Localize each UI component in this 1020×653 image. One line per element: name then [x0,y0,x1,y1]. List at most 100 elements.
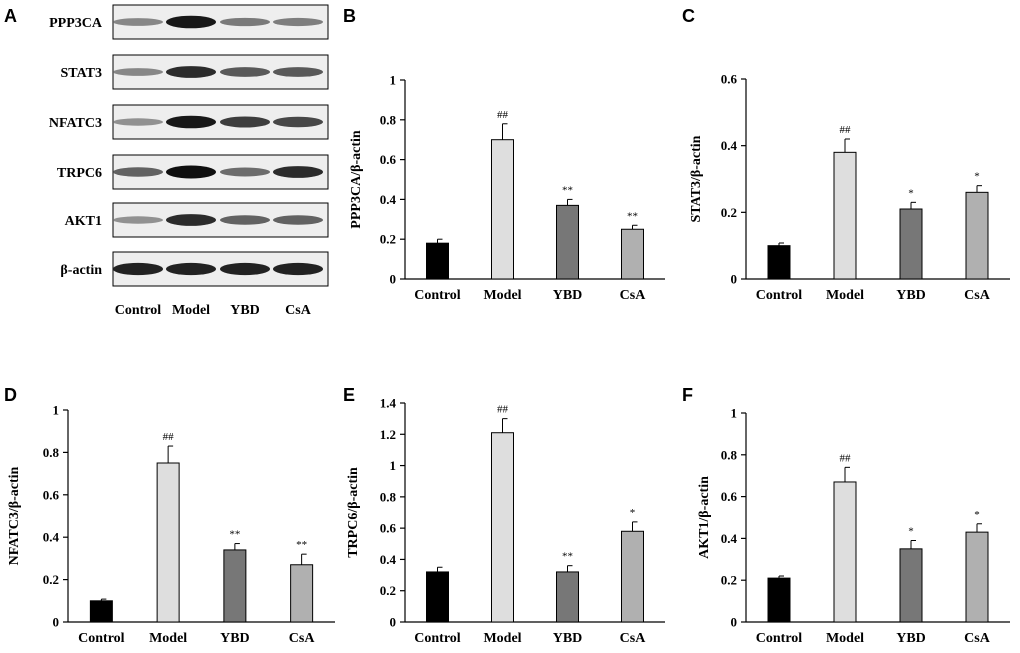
significance-mark: * [974,509,980,521]
lane-label-model: Model [172,303,210,318]
bar-control [89,600,113,623]
panel-letter-e: E [343,385,355,405]
y-axis-label: NFATC3/β-actin [7,466,22,565]
western-blot: PPP3CA STAT3 NFATC3 TRPC6 AKT1 β-actin Control… [49,4,329,318]
panel-letter-f: F [682,385,693,405]
blot-band [166,165,216,179]
panel-letter-a: A [4,6,17,26]
panel-letter-c: C [682,6,695,26]
y-tick-label: 0.4 [380,192,397,207]
bar-control [767,245,791,280]
blot-band [113,118,163,126]
bar-csa [621,530,644,623]
category-label-ybd: YBD [896,288,926,303]
y-axis-label: PPP3CA/β-actin [349,130,364,229]
y-tick-label: 0.2 [380,232,396,247]
y-tick-label: 0.2 [721,573,737,588]
category-label-control: Control [756,288,803,303]
bar-csa [290,564,314,623]
significance-mark: ** [562,184,573,196]
significance-mark: ## [840,452,852,464]
significance-mark: ## [163,431,175,443]
blot-band [166,15,216,29]
y-tick-label: 0 [390,272,397,287]
category-label-ybd: YBD [553,631,583,646]
category-label-model: Model [483,631,521,646]
blot-band [113,68,163,76]
y-axis-label: AKT1/β-actin [697,476,712,559]
category-label-control: Control [414,631,461,646]
blot-band [273,67,323,77]
chart-c: C 0 0.2 0.4 0.6 STAT3/β-actin Control ## Model * Y… [682,6,1010,303]
category-label-ybd: YBD [220,631,250,646]
y-tick-label: 0.8 [380,112,397,127]
bar-control [426,571,449,623]
bar-ybd [899,548,923,623]
chart-b: B 0 0.2 0.4 0.6 0.8 1 PPP3CA/β-actin Control ## Mo… [343,6,665,303]
significance-mark: ## [497,404,509,416]
y-tick-label: 1 [53,403,60,418]
chart-f: F 0 0.2 0.4 0.6 0.8 1 AKT1/β-actin Control ## Mode… [682,385,1010,646]
bar-model [833,481,857,623]
blot-band [166,115,216,129]
y-tick-label: 0.8 [380,489,397,504]
bar-model [491,139,514,280]
blot-band [166,214,216,226]
significance-mark: ** [229,529,240,541]
blot-row-akt1: AKT1 [65,202,329,238]
significance-mark: ** [562,551,573,563]
category-label-ybd: YBD [553,288,583,303]
blot-band [220,17,270,27]
blot-band [273,262,323,276]
lane-label-control: Control [115,303,162,318]
y-tick-label: 0.8 [43,445,60,460]
category-label-model: Model [483,288,521,303]
lane-label-csa: CsA [285,303,312,318]
blot-band [113,216,163,224]
blot-row-label: NFATC3 [49,116,102,131]
significance-mark: ## [497,109,509,121]
blot-band [273,215,323,225]
panel-letter-d: D [4,385,17,405]
blot-band [113,18,163,26]
category-label-csa: CsA [620,288,647,303]
significance-mark: ## [840,124,852,136]
y-axis-label: TRPC6/β-actin [346,467,361,558]
blot-band [166,262,216,276]
category-label-csa: CsA [620,631,647,646]
bar-model [833,151,857,280]
y-tick-label: 0.6 [721,72,738,87]
y-tick-label: 0.6 [380,152,397,167]
y-tick-label: 0.2 [43,572,59,587]
blot-band [273,166,323,178]
bar-control [767,577,791,623]
category-label-control: Control [414,288,461,303]
category-label-model: Model [149,631,187,646]
y-tick-label: 0.6 [43,487,60,502]
y-tick-label: 0.4 [380,552,397,567]
category-label-csa: CsA [964,288,991,303]
category-label-csa: CsA [964,631,991,646]
y-tick-label: 0.6 [380,521,397,536]
blot-band [220,215,270,225]
bar-ybd [899,208,923,280]
chart-e: E 0 0.2 0.4 0.6 0.8 1 1.2 1.4 TRPC6/β-actin Contro… [343,385,665,646]
bar-ybd [556,571,579,623]
bar-model [491,432,514,623]
y-tick-label: 0.4 [721,138,738,153]
y-tick-label: 1 [390,458,397,473]
blot-row-label: AKT1 [65,214,102,229]
lane-label-ybd: YBD [230,303,260,318]
y-tick-label: 0.4 [43,530,60,545]
significance-mark: * [974,171,980,183]
significance-mark: * [908,525,914,537]
blot-row-ppp3ca: PPP3CA [49,4,329,40]
y-tick-label: 1 [390,73,397,88]
y-tick-label: 0 [390,615,397,630]
y-tick-label: 1.2 [380,427,396,442]
bar-control [426,242,449,280]
blot-row-stat3: STAT3 [61,54,329,90]
y-tick-label: 0 [53,615,60,630]
blot-row-label: STAT3 [61,66,103,81]
